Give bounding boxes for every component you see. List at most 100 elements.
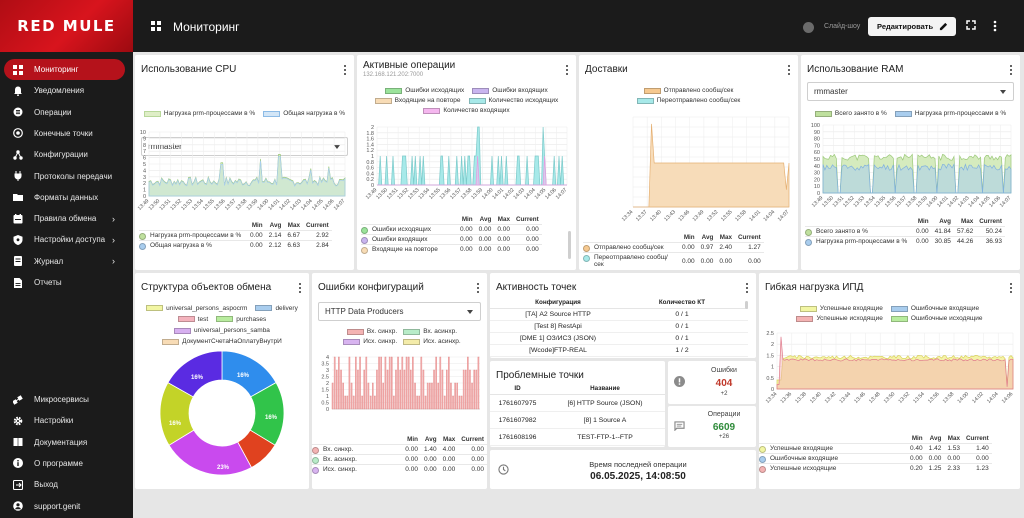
edit-button-label: Редактировать: [877, 22, 934, 31]
series-dot: [361, 247, 368, 254]
legend-item[interactable]: Вх. синхр.: [346, 328, 397, 335]
legend-item[interactable]: Исх. синхр.: [343, 338, 397, 345]
microservices-icon: [13, 394, 23, 405]
legend-item[interactable]: universal_persons_samba: [174, 327, 270, 335]
stats-max: 0.00: [494, 244, 513, 254]
ram-server-select[interactable]: rmmaster: [807, 82, 1014, 101]
table-row[interactable]: 1761607975 [6] HTTP Source (JSON): [490, 395, 665, 412]
legend-item[interactable]: Количество входящих: [423, 107, 510, 114]
sidebar-item-user[interactable]: support.genit: [4, 496, 125, 517]
stats-row[interactable]: Исх. синхр. 0.00 0.00 0.00 0.00: [312, 464, 487, 474]
cpu-card-menu-icon[interactable]: [344, 65, 348, 76]
slideshow-label: Слайд-шоу: [824, 23, 861, 30]
sidebar-item-microservices[interactable]: Микросервисы: [4, 389, 125, 410]
legend-item[interactable]: universal_persons_aspocrm: [146, 304, 247, 312]
legend-item[interactable]: Ошибки исходящих: [385, 87, 464, 94]
pie-slice[interactable]: [167, 350, 223, 398]
sidebar-item-info[interactable]: О программе: [4, 453, 125, 474]
legend-item[interactable]: Вх. асинхр.: [403, 328, 457, 335]
legend-item[interactable]: Успешные входящие: [799, 305, 883, 312]
fullscreen-icon[interactable]: [966, 20, 976, 30]
series-dot: [805, 229, 812, 236]
sidebar-item-journal[interactable]: Журнал ›: [4, 251, 125, 272]
bar: [424, 395, 427, 410]
stats-row[interactable]: Всего занято в % 0.00 41.84 57.62 50.24: [805, 226, 1005, 237]
sidebar-item-report[interactable]: Отчеты: [4, 272, 125, 293]
scrollbar[interactable]: [568, 231, 571, 259]
sidebar-item-bell[interactable]: Уведомления: [4, 80, 125, 101]
legend-item[interactable]: Отправлено сообщ/сек: [643, 87, 734, 94]
slideshow-toggle[interactable]: [803, 22, 814, 33]
stats-current: 0.00: [512, 244, 542, 254]
sidebar-item-grid[interactable]: Мониторинг: [4, 59, 125, 80]
y-tick-label: 100: [811, 123, 820, 129]
stats-row[interactable]: Ошибки входящих 0.00 0.00 0.00 0.00: [361, 234, 542, 245]
legend-item[interactable]: delivery: [255, 304, 298, 312]
active-ops-menu-icon[interactable]: [566, 65, 570, 76]
stats-header-avg: Avg: [701, 234, 714, 241]
endpoint-config: [ТА] A2 Source HTTP: [525, 311, 591, 318]
legend-item[interactable]: Входящие на повторе: [374, 97, 461, 104]
legend-item[interactable]: purchases: [216, 315, 266, 323]
y-tick-label: 7: [143, 149, 146, 155]
sidebar-item-nodes[interactable]: Конфигурации: [4, 144, 125, 165]
sidebar-item-rules[interactable]: Правила обмена ›: [4, 208, 125, 229]
stats-row[interactable]: Нагрузка prm-процессами в % 0.00 30.85 44.2…: [805, 236, 1005, 246]
legend-item[interactable]: Ошибочные исходящие: [890, 315, 983, 322]
stats-row[interactable]: Ошибочные входящие 0.00 0.00 0.00 0.00: [759, 453, 992, 464]
legend-item[interactable]: Нагрузка prm-процессами в %: [143, 110, 255, 117]
structure-menu-icon[interactable]: [299, 283, 303, 294]
legend-item[interactable]: Успешные исходящие: [796, 315, 883, 322]
stats-series-name: Успешные входящие: [759, 443, 907, 454]
legend-item[interactable]: Ошибочные входящие: [890, 305, 979, 312]
sidebar-item-logout[interactable]: Выход: [4, 474, 125, 495]
legend-item[interactable]: Нагрузка prm-процессами в %: [894, 110, 1006, 117]
stats-row[interactable]: Переотправлено сообщ/сек 0.00 0.00 0.00 0.00: [583, 252, 764, 269]
sidebar-item-gear[interactable]: Настройки: [4, 410, 125, 431]
col-count: Количество КТ: [658, 299, 706, 306]
config-select[interactable]: HTTP Data Producers: [318, 302, 481, 321]
cpu-server-select[interactable]: rmmaster: [141, 137, 348, 156]
sidebar-item-book[interactable]: Документация: [4, 432, 125, 453]
table-row[interactable]: 1761607982 [8] 1 Source A: [490, 412, 665, 429]
delivery-menu-icon[interactable]: [788, 65, 792, 76]
sidebar-item-list[interactable]: Операции: [4, 102, 125, 123]
table-row[interactable]: [DME 1] ОЗ/ИСЗ (JSON) 0 / 1: [490, 333, 748, 345]
stats-row[interactable]: Успешные исходящие 0.20 1.25 2.33 1.23: [759, 463, 992, 473]
legend-item[interactable]: Всего занято в %: [814, 110, 887, 117]
legend-item[interactable]: test: [177, 315, 208, 323]
flex-load-menu-icon[interactable]: [1010, 283, 1014, 294]
y-tick-label: 2: [143, 181, 146, 187]
endpoint-activity-menu-icon[interactable]: [746, 283, 750, 294]
table-row[interactable]: 1761608196 TEST-FTP-1--FTP: [490, 429, 665, 446]
ram-menu-icon[interactable]: [1010, 65, 1014, 76]
scrollbar[interactable]: [745, 301, 748, 309]
stats-row[interactable]: Ошибки исходящих 0.00 0.00 0.00 0.00: [361, 224, 542, 235]
stats-row[interactable]: Общая нагрузка в % 0.00 2.12 6.63 2.84: [139, 240, 332, 250]
legend-item[interactable]: Исх. асинхр.: [403, 338, 461, 345]
table-row[interactable]: [Wcode]FTP-REAL 1 / 2: [490, 345, 748, 357]
stats-row[interactable]: Отправлено сообщ/сек 0.00 0.97 2.40 1.27: [583, 242, 764, 253]
table-row[interactable]: [ТА] A2 Source HTTP 0 / 1: [490, 309, 748, 321]
config-errors-menu-icon[interactable]: [477, 283, 481, 294]
sidebar-item-folder[interactable]: Форматы данных: [4, 187, 125, 208]
legend-label: Отправлено сообщ/сек: [663, 87, 734, 94]
stats-row[interactable]: Вх. синхр. 0.00 1.40 4.00 0.00: [312, 444, 487, 455]
legend-item[interactable]: Количество исходящих: [468, 97, 559, 104]
stats-row[interactable]: Входящие на повторе 0.00 0.00 0.00 0.00: [361, 244, 542, 254]
sidebar-item-shield[interactable]: Настройки доступа ›: [4, 229, 125, 250]
legend-label: Количество исходящих: [488, 97, 559, 104]
legend-item[interactable]: ДокументСчетаНаОплатуВнутрИ: [162, 338, 282, 346]
stats-row[interactable]: Нагрузка prm-процессами в % 0.00 2.14 6.67 2…: [139, 230, 332, 241]
sidebar-item-plug[interactable]: Протоколы передачи: [4, 166, 125, 187]
legend-item[interactable]: Общая нагрузка в %: [263, 110, 345, 117]
legend-item[interactable]: Ошибки входящих: [472, 87, 548, 94]
legend-item[interactable]: Переотправлено сообщ/сек: [636, 97, 740, 104]
more-menu-icon[interactable]: [993, 20, 997, 32]
sidebar-item-target[interactable]: Конечные точки: [4, 123, 125, 144]
table-row[interactable]: [Test 8] RestApi 0 / 1: [490, 321, 748, 333]
target-icon: [13, 128, 23, 139]
stats-row[interactable]: Успешные входящие 0.40 1.42 1.53 1.40: [759, 443, 992, 454]
stats-row[interactable]: Вх. асинхр. 0.00 0.00 0.00 0.00: [312, 454, 487, 465]
edit-button[interactable]: Редактировать: [868, 17, 956, 36]
